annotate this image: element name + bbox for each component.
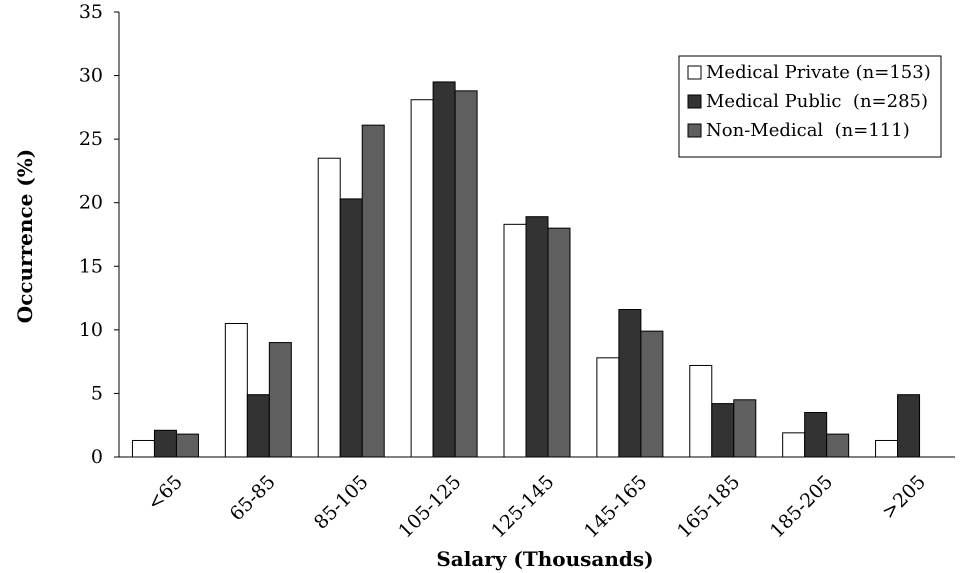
y-tick-label: 5 (91, 382, 103, 404)
y-tick-label: 35 (79, 1, 103, 23)
bar-3-2 (268, 342, 292, 458)
bar-1-8 (782, 432, 806, 458)
bar-3-4 (454, 90, 478, 458)
x-tick-label: 105-125 (394, 471, 465, 542)
bar-1-6 (596, 357, 620, 458)
x-tick-label: 145-165 (580, 471, 651, 542)
legend-box (678, 55, 942, 158)
legend-swatch (687, 65, 702, 80)
axes-group (118, 12, 955, 458)
y-tick-label: 20 (79, 192, 103, 214)
bar-3-8 (826, 433, 850, 458)
x-tick-label: 165-185 (673, 471, 744, 542)
y-tick-label: 15 (79, 255, 103, 277)
bar-1-3 (317, 157, 341, 458)
bar-1-4 (410, 99, 434, 458)
bar-3-7 (733, 399, 757, 458)
bar-1-2 (224, 323, 248, 458)
bar-2-1 (153, 429, 177, 458)
x-tick-label: 65-85 (226, 471, 280, 525)
bar-2-3 (339, 198, 363, 458)
bar-2-7 (711, 403, 735, 458)
bar-2-6 (618, 309, 642, 458)
bar-1-1 (131, 439, 155, 458)
bars-group (131, 81, 921, 458)
bar-2-4 (432, 81, 456, 458)
bar-2-2 (246, 394, 270, 458)
bar-3-1 (175, 433, 199, 458)
bar-2-9 (897, 394, 921, 458)
x-tick-label: >205 (878, 471, 930, 523)
y-tick-label: 0 (91, 446, 103, 468)
bar-2-8 (804, 412, 828, 458)
y-tick-label: 30 (79, 65, 103, 87)
x-tick-label: <65 (143, 471, 187, 515)
bar-3-5 (547, 227, 571, 458)
x-axis-title: Salary (Thousands) (436, 547, 653, 571)
y-axis-title: Occurrence (%) (13, 149, 37, 323)
bar-3-6 (640, 330, 664, 458)
y-tick-label: 10 (79, 319, 103, 341)
legend-swatch (687, 123, 702, 138)
bar-1-9 (875, 439, 899, 458)
x-tick-label: 185-205 (766, 471, 837, 542)
x-tick-label: 125-145 (487, 471, 558, 542)
bar-3-3 (361, 124, 385, 458)
legend: Medical Private (n=153) Medical Public (n… (678, 55, 942, 158)
legend-label: Non-Medical (n=111) (706, 120, 910, 141)
legend-swatch (687, 94, 702, 109)
bar-2-5 (525, 216, 549, 458)
y-ticks-group: 0 5 10 15 20 25 30 35 (79, 1, 119, 468)
legend-label: Medical Private (n=153) (706, 62, 931, 83)
y-tick-label: 25 (79, 128, 103, 150)
x-tick-label: 85-105 (310, 471, 373, 534)
bar-1-5 (503, 223, 527, 458)
legend-label: Medical Public (n=285) (706, 91, 928, 112)
x-ticks-group: <65 65-85 85-105 105-125 125-145 145-165 165-1… (143, 471, 930, 542)
bar-1-7 (689, 364, 713, 458)
